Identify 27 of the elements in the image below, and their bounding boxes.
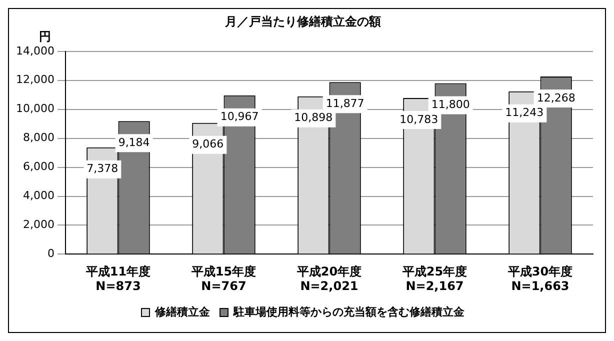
y-tick-label: 6,000 <box>22 160 54 174</box>
data-label: 11,243 <box>505 106 544 120</box>
y-tick-label: 14,000 <box>16 44 54 58</box>
legend-label: 修繕積立金 <box>154 305 211 318</box>
data-label: 9,184 <box>118 136 150 150</box>
data-label: 10,898 <box>294 111 333 124</box>
x-tick-label: 平成20年度 N=2,021 <box>296 264 362 293</box>
data-label: 11,877 <box>326 97 364 110</box>
legend-label: 駐車場使用料等からの充当額を含む修繕積立金 <box>232 305 466 318</box>
x-tick-label: 平成25年度 N=2,167 <box>401 264 468 293</box>
x-tick-label: 平成30年度 N=1,663 <box>506 264 573 293</box>
data-label: 10,783 <box>400 112 438 126</box>
x-tick-label: 平成15年度 N=767 <box>190 264 256 293</box>
data-label: 11,800 <box>431 98 470 112</box>
data-label: 10,967 <box>220 110 259 124</box>
y-axis-title: 円 <box>39 30 51 44</box>
x-tick-label: 平成11年度 N=873 <box>84 264 151 293</box>
data-label: 12,268 <box>536 91 576 104</box>
y-tick-label: 12,000 <box>16 73 54 86</box>
data-label: 9,066 <box>192 138 224 151</box>
y-tick-label: 10,000 <box>16 102 54 116</box>
chart-title: 月／戸当たり修繕積立金の額 <box>224 14 381 28</box>
y-tick-label: 0 <box>47 247 54 260</box>
data-label: 7,378 <box>86 162 118 176</box>
y-tick-label: 8,000 <box>22 131 54 144</box>
y-tick-label: 4,000 <box>22 189 54 202</box>
y-tick-label: 2,000 <box>22 218 54 232</box>
